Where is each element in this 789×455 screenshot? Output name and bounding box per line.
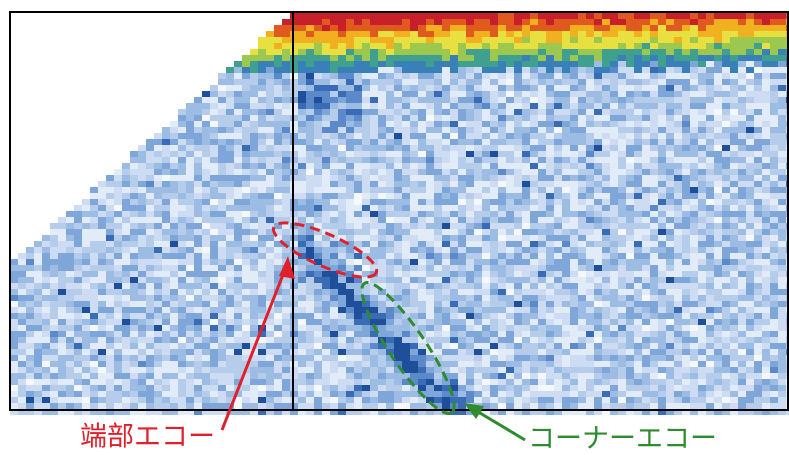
scan-cells xyxy=(10,67,789,415)
scan-cells xyxy=(10,61,789,415)
corner-echo-arrowhead xyxy=(464,403,484,419)
scan-cells xyxy=(266,19,789,49)
scan-image xyxy=(10,13,789,415)
scan-cells xyxy=(242,37,789,67)
edge-echo-label: 端部エコー xyxy=(80,422,215,453)
edge-echo-arrow xyxy=(220,261,290,431)
scan-cells xyxy=(10,61,789,415)
corner-echo-label: コーナーエコー xyxy=(528,424,717,455)
scan-cells xyxy=(226,43,789,73)
edge-echo-arrowhead xyxy=(279,256,295,279)
corner-echo-ellipse xyxy=(360,281,456,415)
frame xyxy=(9,11,789,411)
edge-echo-ellipse xyxy=(271,221,379,279)
scan-cells xyxy=(250,25,786,55)
scan-cells xyxy=(10,61,789,415)
scan-cells xyxy=(282,13,786,31)
